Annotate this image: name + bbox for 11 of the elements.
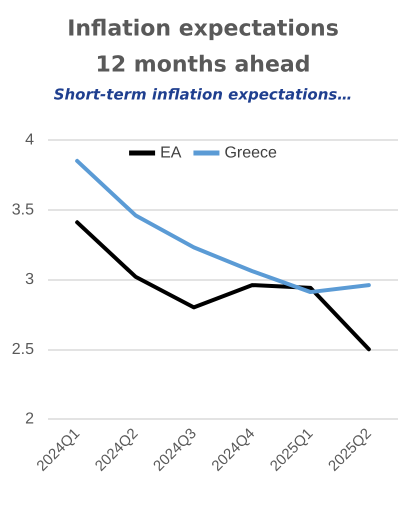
chart-subtitle: Short-term inflation expectations… bbox=[54, 86, 352, 104]
chart-title: Inflation expectations 12 months ahead bbox=[67, 16, 339, 78]
legend-label: EA bbox=[160, 144, 182, 162]
y-tick-label: 3.5 bbox=[12, 201, 34, 218]
y-tick-label: 3 bbox=[25, 271, 34, 288]
legend-label: Greece bbox=[224, 144, 278, 162]
line-series bbox=[75, 158, 371, 294]
line-series bbox=[75, 220, 371, 352]
y-tick-label: 2.5 bbox=[12, 340, 34, 358]
y-tick-label: 2 bbox=[25, 410, 34, 428]
y-tick-label: 4 bbox=[25, 132, 34, 148]
